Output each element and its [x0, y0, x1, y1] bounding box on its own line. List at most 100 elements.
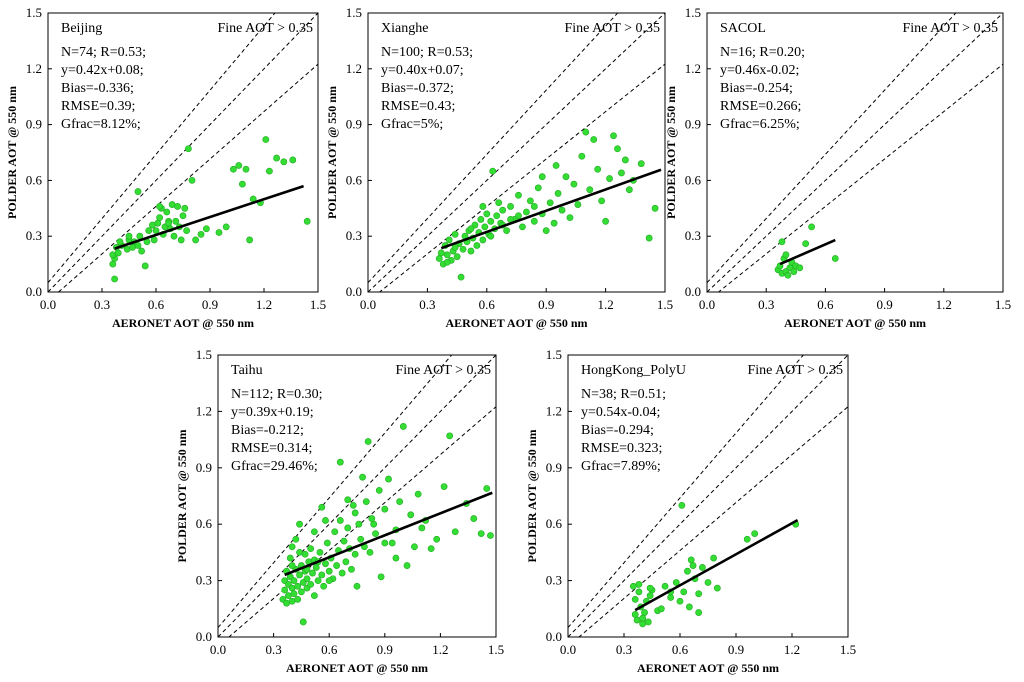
data-point — [222, 223, 230, 231]
data-point — [355, 520, 363, 528]
data-point — [635, 580, 643, 588]
data-point — [184, 145, 192, 153]
data-point — [357, 535, 365, 543]
site-title: SACOL — [720, 21, 766, 36]
stats-line: RMSE=0.266; — [720, 99, 801, 114]
data-point — [316, 549, 324, 556]
fine-aot-label: Fine AOT > 0.35 — [217, 21, 313, 36]
data-point — [312, 564, 320, 571]
data-point — [114, 249, 122, 257]
data-point — [188, 176, 196, 184]
data-point — [639, 620, 647, 628]
stats-line: y=0.42x+0.08; — [61, 63, 144, 78]
x-axis-label: AERONET AOT @ 550 nm — [445, 316, 587, 330]
data-point — [138, 247, 145, 255]
data-point — [523, 208, 530, 216]
data-point — [610, 132, 617, 140]
stats-line: Gfrac=8.12%; — [61, 117, 141, 132]
data-point — [156, 214, 163, 221]
data-point — [303, 217, 311, 225]
site-title: Xianghe — [381, 21, 428, 36]
data-point — [646, 584, 654, 592]
data-point — [242, 165, 250, 173]
data-point — [684, 567, 691, 575]
data-point — [487, 532, 494, 539]
y-tick-label: 0.0 — [346, 284, 362, 299]
y-tick-label: 0.9 — [346, 117, 362, 132]
data-point — [174, 203, 181, 210]
data-point — [633, 616, 641, 624]
data-point — [336, 517, 344, 524]
data-point — [325, 577, 333, 584]
data-point — [297, 588, 305, 596]
fine-aot-label: Fine AOT > 0.35 — [564, 21, 660, 36]
x-axis-label: AERONET AOT @ 550 nm — [112, 316, 254, 330]
plot-area — [218, 355, 496, 637]
data-point — [566, 214, 574, 221]
data-point — [483, 210, 491, 218]
data-point — [554, 190, 562, 197]
data-point — [288, 584, 296, 592]
data-point — [542, 227, 550, 235]
plot-frame — [367, 12, 666, 293]
y-tick-label: 0.3 — [26, 228, 42, 243]
plot-frame — [47, 12, 319, 293]
data-point — [403, 562, 411, 569]
plot-frame — [217, 354, 497, 638]
x-tick-label: 0.6 — [321, 642, 338, 657]
data-point — [163, 208, 171, 216]
data-point — [479, 236, 487, 244]
data-point — [479, 203, 487, 210]
data-point — [322, 517, 329, 524]
stats-line: Bias=-0.294; — [581, 423, 654, 438]
data-point — [796, 264, 804, 272]
stats-line: Gfrac=6.25%; — [720, 117, 800, 132]
data-point — [546, 199, 554, 207]
y-tick-label: 1.2 — [196, 403, 212, 418]
data-point — [307, 545, 315, 553]
stats-line: Bias=-0.336; — [61, 81, 134, 96]
fit-line — [284, 491, 493, 577]
data-point — [704, 579, 712, 586]
data-point — [802, 240, 810, 248]
data-point — [526, 197, 534, 205]
data-point — [351, 550, 359, 558]
data-point — [641, 609, 648, 616]
data-point — [602, 217, 609, 225]
data-point — [377, 573, 385, 581]
data-point — [782, 251, 790, 259]
data-point — [288, 562, 296, 569]
data-point — [307, 580, 315, 588]
data-point — [440, 483, 448, 490]
fine-aot-label: Fine AOT > 0.35 — [902, 21, 998, 36]
x-tick-label: 1.2 — [936, 297, 952, 312]
data-point — [289, 156, 297, 164]
data-point — [453, 253, 461, 261]
data-point — [156, 203, 163, 210]
data-point — [310, 528, 318, 536]
data-point — [808, 223, 815, 231]
data-point — [381, 505, 389, 513]
data-point — [353, 582, 361, 590]
data-point — [202, 225, 210, 233]
data-point — [790, 268, 798, 275]
x-tick-label: 0.3 — [265, 642, 281, 657]
data-point — [333, 562, 341, 569]
x-tick-label: 0.6 — [148, 297, 165, 312]
data-point — [299, 618, 307, 626]
data-point — [414, 490, 422, 498]
x-axis-label: AERONET AOT @ 550 nm — [637, 661, 779, 675]
data-point — [562, 173, 570, 181]
data-point — [678, 501, 686, 509]
panel-xianghe: 0.0 0.3 0.6 0.9 1.2 1.5 0.0 0.3 0.6 0.9 1.2 1.5 AERO… — [325, 5, 673, 330]
data-point — [473, 242, 481, 249]
y-tick-label: 0.3 — [685, 228, 701, 243]
data-point — [570, 180, 578, 188]
one-to-one-line — [368, 13, 665, 292]
y-tick-label: 0.9 — [546, 460, 562, 475]
data-point — [590, 136, 598, 143]
data-point — [288, 597, 296, 605]
x-tick-label: 0.9 — [202, 297, 218, 312]
y-tick-label: 1.5 — [196, 347, 212, 362]
x-tick-label: 1.5 — [310, 297, 326, 312]
